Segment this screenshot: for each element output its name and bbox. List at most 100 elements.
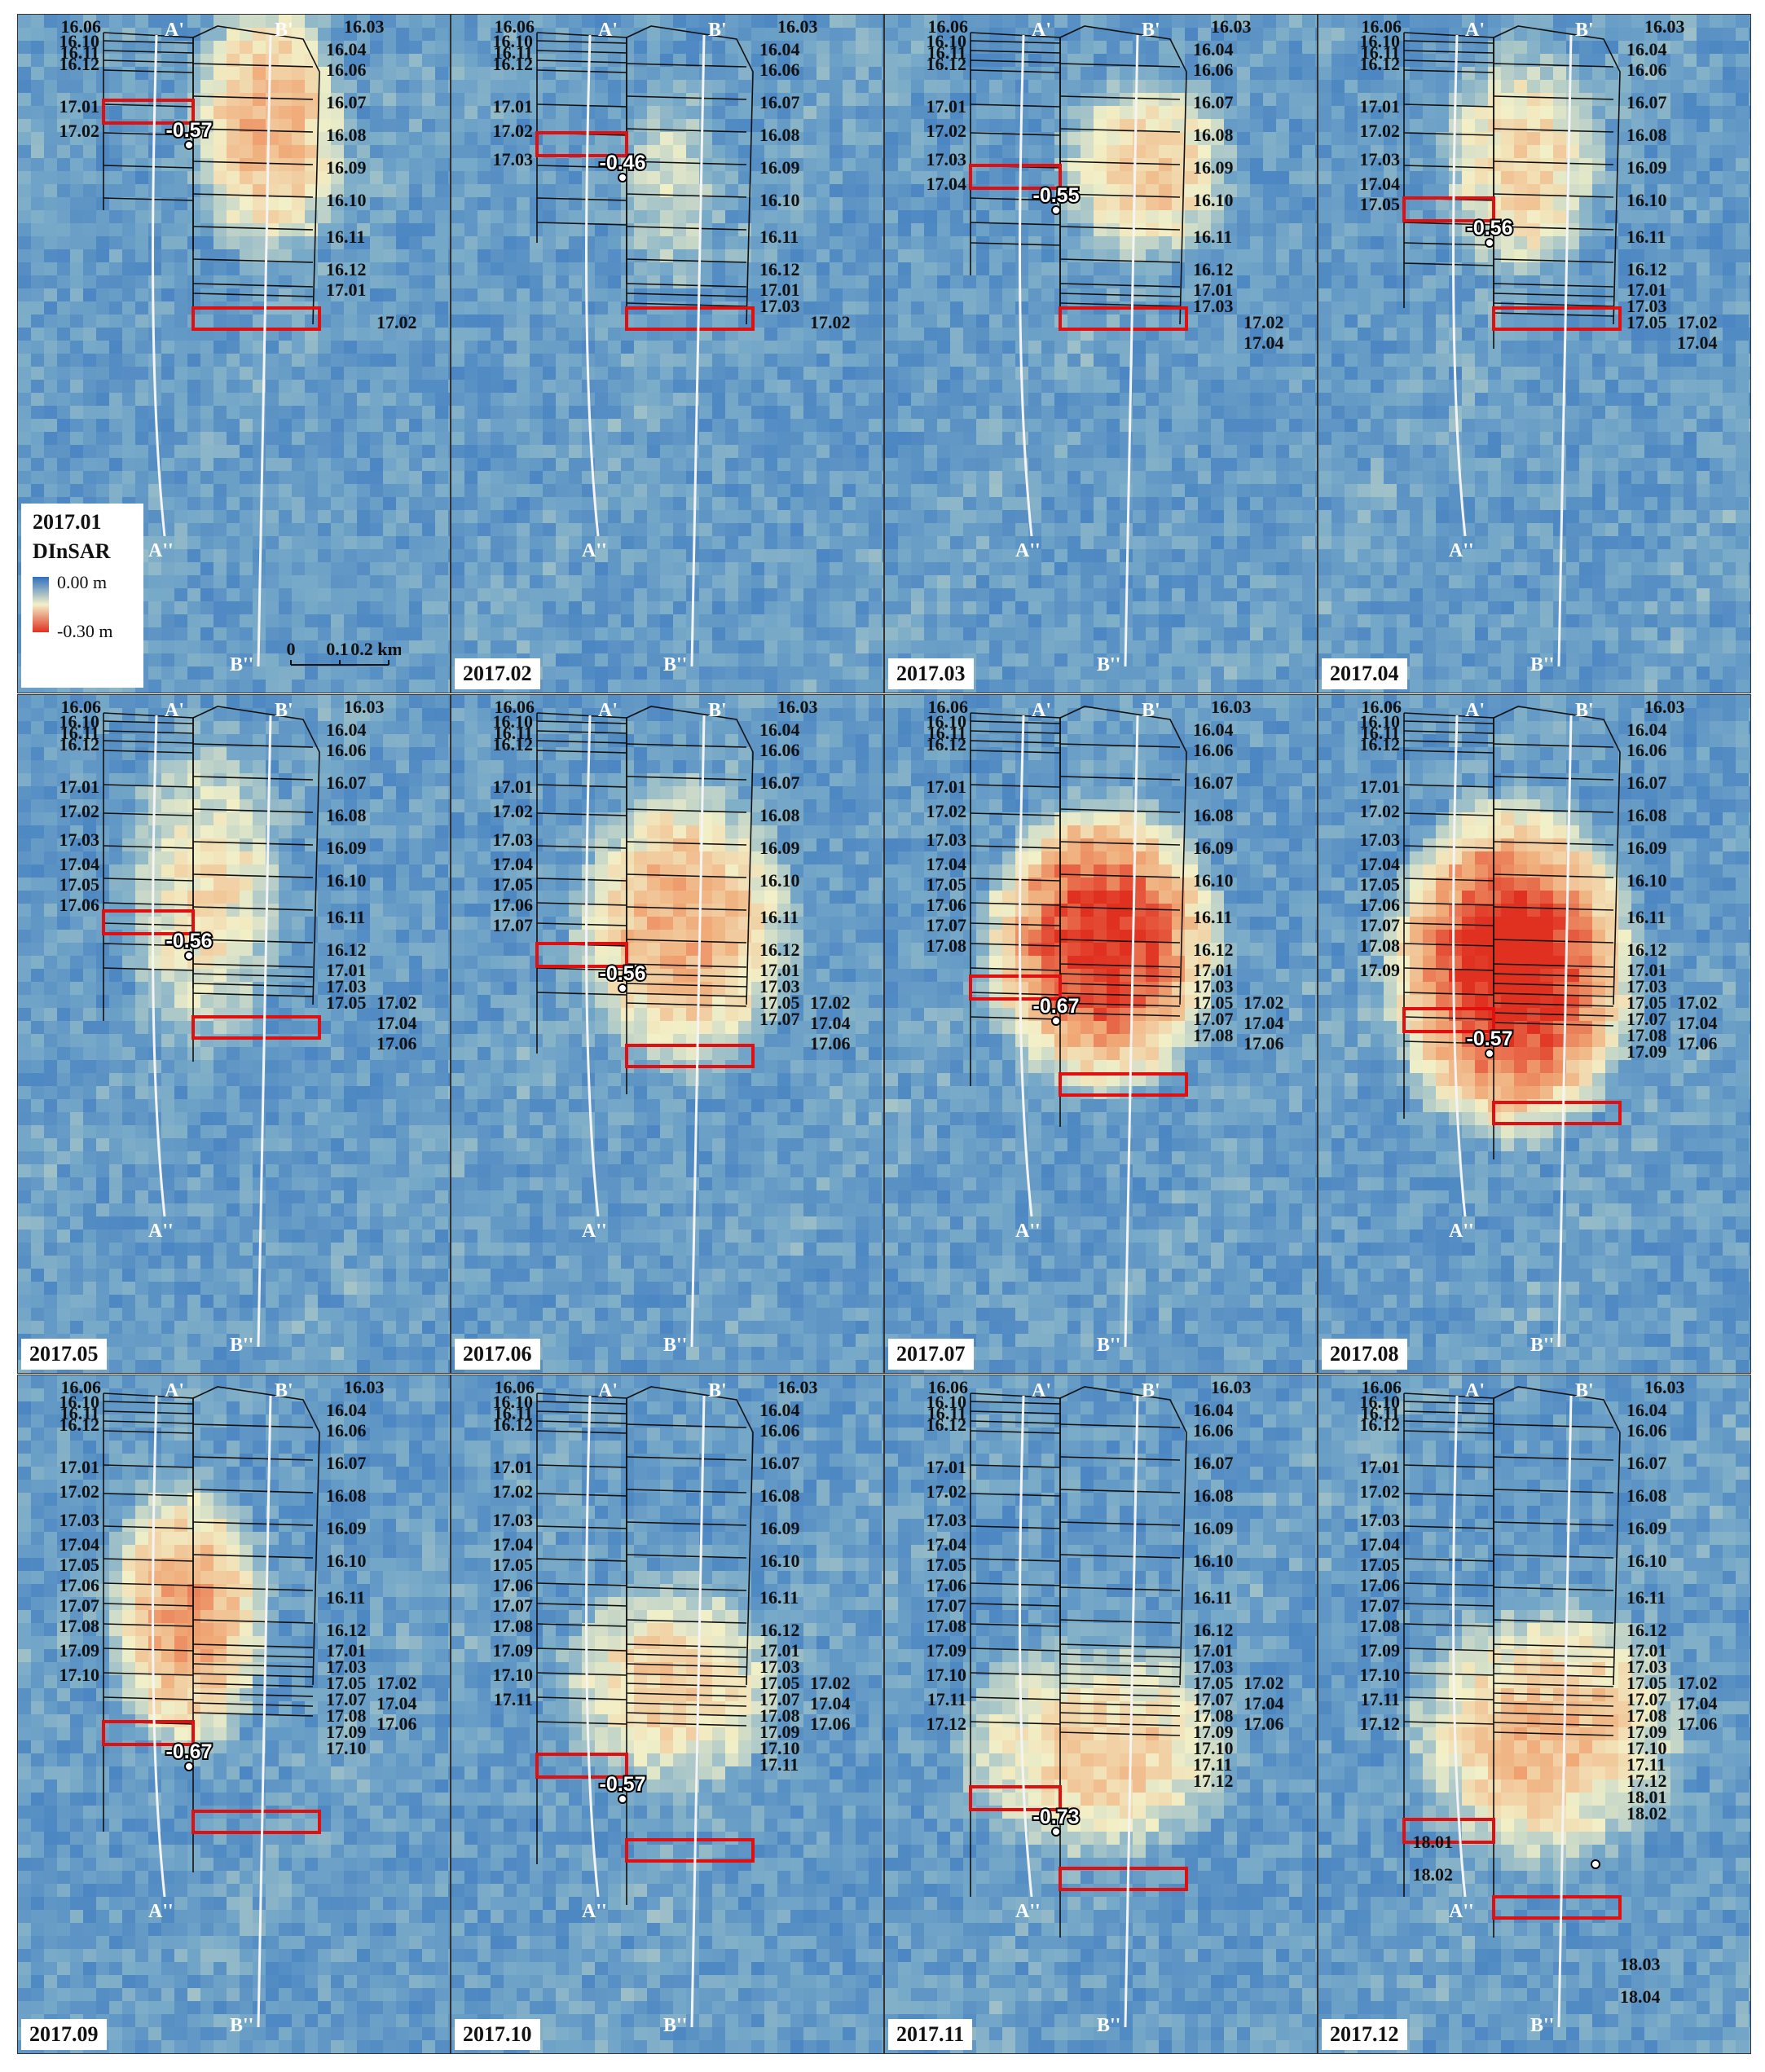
face-label-left: 16.12: [927, 54, 967, 74]
face-label-left: 17.03: [1360, 1510, 1401, 1530]
face-label-left-top: 16.06: [61, 1377, 102, 1397]
face-label-left: 17.10: [493, 1665, 534, 1685]
face-label-left: 17.07: [493, 1595, 534, 1616]
face-label-left: 17.04: [1360, 174, 1401, 194]
face-label-right: 17.01: [1193, 1640, 1234, 1661]
face-label-left: 17.02: [1360, 801, 1401, 821]
face-label-left: 17.04: [493, 854, 534, 874]
face-label-right: 16.07: [759, 1453, 800, 1473]
face-label-left: 17.02: [59, 801, 100, 821]
face-label-right: 17.10: [1193, 1738, 1234, 1758]
face-label-right: 17.05: [759, 992, 800, 1013]
face-label-right: 16.11: [759, 907, 799, 927]
face-label-left: 17.07: [59, 1595, 100, 1616]
face-label-left: 17.01: [493, 776, 534, 797]
face-label-right-extra: 17.04: [810, 1693, 851, 1713]
face-label-right: 17.12: [1193, 1771, 1234, 1791]
profile-label-b-top: B': [1142, 20, 1160, 41]
profile-label-a-bottom: A'': [1449, 540, 1474, 561]
face-label-left: 16.12: [1360, 54, 1401, 74]
month-label: 2017.11: [888, 2019, 973, 2050]
face-label-left: 17.01: [1360, 1457, 1401, 1477]
face-label-left: 17.01: [927, 96, 967, 117]
face-label-left: 17.09: [1360, 960, 1401, 980]
face-label-left: 16.11: [60, 723, 99, 743]
face-label-left: 16.11: [927, 42, 966, 63]
face-label-left: 17.02: [493, 1481, 534, 1502]
max-subsidence-value: -0.67: [166, 1740, 213, 1763]
profile-label-a-bottom: A'': [1015, 1221, 1041, 1242]
face-label-right: 16.04: [759, 39, 800, 59]
face-label-right: 16.06: [1626, 740, 1667, 760]
face-label-right: 17.11: [1193, 1754, 1232, 1775]
max-subsidence-value: -0.56: [1467, 217, 1513, 240]
face-label-left: 17.12: [1360, 1713, 1401, 1734]
face-label-left: 17.04: [927, 854, 967, 874]
face-label-right: 16.11: [759, 227, 799, 247]
face-label-left: 16.11: [60, 42, 99, 63]
face-label-left: 17.11: [1361, 1689, 1400, 1709]
profile-label-b-bottom: B'': [663, 1335, 687, 1356]
face-label-right-extra: 17.02: [376, 1673, 417, 1693]
scale-bar: 0 0.1 0.2 km: [287, 640, 401, 666]
dinsar-map: 16.06 16.03A' B'A''B''16.1016.1116.1217.01…: [885, 1375, 1317, 2053]
face-label-left: 17.07: [1360, 915, 1401, 935]
face-label-left: 17.02: [927, 801, 967, 821]
face-label-left: 17.04: [927, 174, 967, 194]
face-label-right: 16.10: [1626, 190, 1667, 210]
face-label-right: 16.06: [326, 740, 367, 760]
face-label-left-top: 16.06: [495, 16, 535, 37]
face-label-right: 16.09: [326, 838, 367, 858]
face-label-right: 16.09: [1626, 157, 1667, 178]
profile-label-a-top: A': [1032, 1380, 1051, 1401]
face-label-left: 17.04: [493, 1534, 534, 1555]
face-label-bottom: 18.03: [1620, 1954, 1661, 1974]
month-label: 2017.12: [1322, 2019, 1407, 2050]
face-label-left: 17.06: [59, 1575, 100, 1595]
face-label-right: 16.07: [326, 772, 367, 793]
face-label-right: 16.07: [326, 1453, 367, 1473]
scale-bar-label: 0.2 km: [350, 640, 401, 659]
face-label-right: 17.01: [326, 960, 367, 980]
face-label-right-top: 16.03: [777, 697, 818, 717]
face-label-left: 17.06: [59, 895, 100, 915]
face-label-left: 17.08: [1360, 1616, 1401, 1636]
face-label-left: 17.01: [59, 776, 100, 797]
face-label-right: 17.08: [1193, 1025, 1234, 1045]
dinsar-map: 16.06 16.03A' B'A''B''16.1016.1116.1217.01…: [18, 1375, 450, 2053]
face-label-right: 16.12: [326, 1620, 367, 1640]
face-label-right: 17.10: [1626, 1738, 1667, 1758]
face-label-right: 16.04: [1626, 719, 1667, 740]
profile-label-b-top: B': [1142, 1380, 1160, 1401]
face-label-right: 16.04: [326, 39, 367, 59]
face-label-right: 16.07: [759, 772, 800, 793]
face-label-right: 16.07: [1626, 772, 1667, 793]
face-label-right: 17.12: [1626, 1771, 1667, 1791]
max-subsidence-value: -0.57: [1467, 1027, 1513, 1050]
map-panel-2017-07: 16.06 16.03 A' B' A'' B'' 16.10 16.11 16.12 17.01…: [884, 694, 1318, 1374]
face-label-right-top: 16.03: [1211, 1377, 1252, 1397]
face-label-right: 17.09: [1626, 1041, 1667, 1062]
face-label-right: 16.04: [326, 719, 367, 740]
face-label-right: 17.05: [1193, 1673, 1234, 1693]
dinsar-map: 16.06 16.03A' B'A''B''16.1016.1116.1217.01…: [885, 15, 1317, 693]
face-label-left: 17.05: [927, 1555, 967, 1575]
face-label-left-top: 16.06: [61, 697, 102, 717]
face-label-right: 16.09: [1193, 1518, 1234, 1538]
face-label-right-extra: 17.02: [376, 992, 417, 1013]
face-label-left: 17.03: [59, 829, 100, 850]
face-label-left: 17.01: [59, 1457, 100, 1477]
face-label-left: 17.02: [493, 121, 534, 141]
face-label-right: 17.10: [326, 1738, 367, 1758]
profile-label-a-bottom: A'': [148, 1901, 174, 1922]
face-label-right: 16.04: [759, 719, 800, 740]
face-label-left: 17.01: [1360, 776, 1401, 797]
face-label-right: 16.07: [1193, 772, 1234, 793]
face-label-left-extra: 18.01: [1413, 1832, 1454, 1852]
face-label-right: 17.05: [1193, 992, 1234, 1013]
month-label: 2017.09: [21, 2019, 107, 2050]
month-label: 2017.02: [455, 658, 540, 689]
face-label-left-top: 16.06: [61, 16, 102, 37]
face-label-right: 16.10: [326, 1551, 367, 1571]
face-label-right: 17.01: [1626, 960, 1667, 980]
